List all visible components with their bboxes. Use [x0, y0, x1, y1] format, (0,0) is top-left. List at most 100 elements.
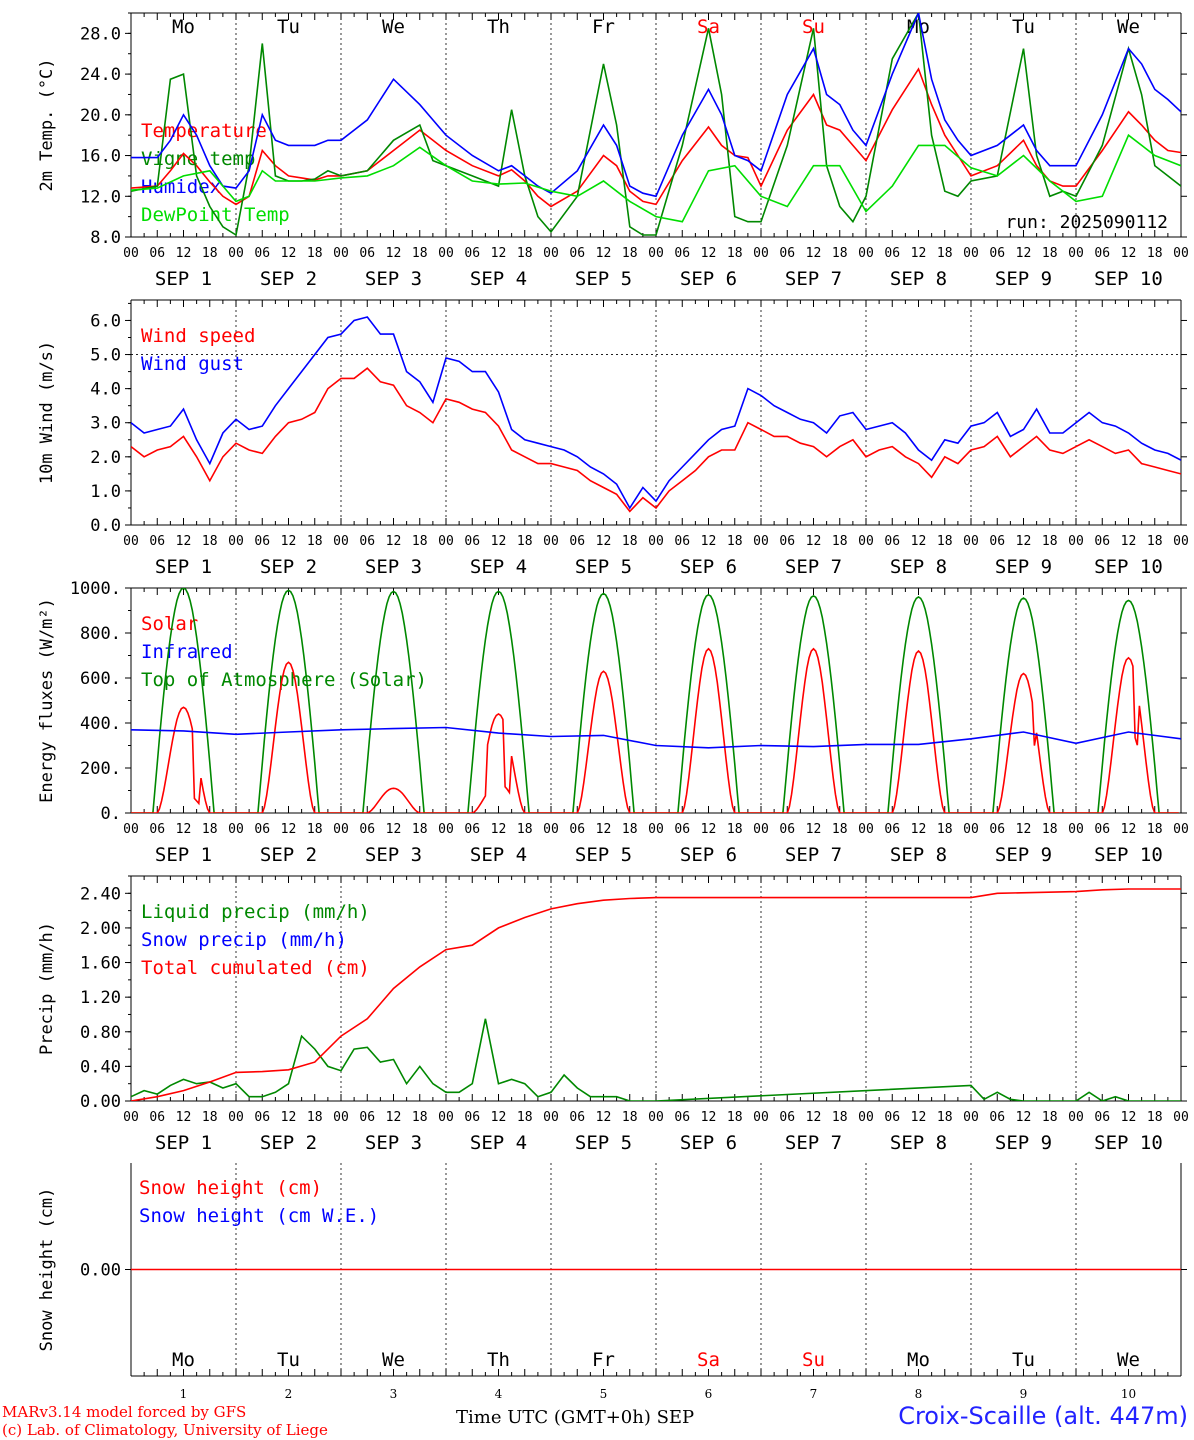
- hour-tick-label: 00: [1068, 822, 1084, 837]
- hour-tick-label: 12: [1121, 1110, 1137, 1125]
- hour-tick-label: 18: [832, 1110, 848, 1125]
- series-line: [131, 13, 1181, 198]
- hour-tick-label: 12: [176, 1110, 192, 1125]
- copyright-credit: (c) Lab. of Climatology, University of L…: [2, 1421, 328, 1439]
- hour-tick-label: 18: [727, 1110, 743, 1125]
- hour-tick-label: 00: [228, 246, 244, 261]
- hour-tick-label: 18: [412, 246, 428, 261]
- hour-tick-label: 12: [386, 246, 402, 261]
- y-tick-label: 0.80: [80, 1023, 121, 1043]
- hour-tick-label: 18: [307, 1110, 323, 1125]
- y-axis-label: Precip (mm/h): [37, 922, 57, 1055]
- hour-tick-label: 06: [359, 246, 375, 261]
- hour-tick-label: 00: [123, 246, 139, 261]
- hour-tick-label: 18: [1147, 534, 1163, 549]
- hour-tick-label: 12: [806, 246, 822, 261]
- hour-tick-label: 06: [1094, 1110, 1110, 1125]
- hour-tick-label: 00: [333, 822, 349, 837]
- date-label: SEP 2: [260, 556, 317, 578]
- hour-tick-label: 18: [1042, 246, 1058, 261]
- hour-tick-label: 18: [307, 534, 323, 549]
- hour-tick-label: 06: [149, 534, 165, 549]
- date-label: SEP 3: [365, 268, 422, 290]
- hour-tick-label: 18: [517, 246, 533, 261]
- day-name-label: Th: [487, 16, 510, 38]
- footer-day-number: 8: [915, 1387, 923, 1401]
- hour-tick-label: 00: [1173, 534, 1189, 549]
- legend-entry: Snow height (cm W.E.): [139, 1205, 379, 1227]
- footer-day-number: 4: [495, 1387, 503, 1401]
- hour-tick-label: 18: [412, 822, 428, 837]
- hour-tick-label: 18: [517, 1110, 533, 1125]
- series-line: [131, 726, 1181, 749]
- hour-tick-label: 06: [254, 534, 270, 549]
- hour-tick-label: 18: [937, 534, 953, 549]
- hour-tick-label: 06: [464, 534, 480, 549]
- y-tick-label: 6.0: [90, 311, 121, 331]
- hour-tick-label: 00: [1068, 246, 1084, 261]
- footer-day-number: 1: [180, 1387, 188, 1401]
- y-tick-label: 2.00: [80, 919, 121, 939]
- hour-tick-label: 00: [228, 822, 244, 837]
- day-name-label: Mo: [172, 1349, 195, 1371]
- hour-tick-label: 00: [963, 246, 979, 261]
- hour-tick-label: 00: [963, 822, 979, 837]
- hour-tick-label: 06: [359, 534, 375, 549]
- y-tick-label: 400.: [80, 714, 121, 734]
- hour-tick-label: 12: [596, 246, 612, 261]
- hour-tick-label: 06: [674, 822, 690, 837]
- hour-tick-label: 06: [464, 822, 480, 837]
- hour-tick-label: 06: [989, 246, 1005, 261]
- hour-tick-label: 12: [386, 534, 402, 549]
- series-line: [131, 647, 1179, 813]
- legend-entry: Wind gust: [141, 353, 244, 375]
- hour-tick-label: 06: [884, 246, 900, 261]
- date-label: SEP 6: [680, 556, 737, 578]
- footer-day-number: 10: [1121, 1387, 1136, 1401]
- hour-tick-label: 06: [779, 1110, 795, 1125]
- date-label: SEP 5: [575, 1132, 632, 1154]
- hour-tick-label: 12: [176, 534, 192, 549]
- hour-tick-label: 06: [989, 534, 1005, 549]
- hour-tick-label: 06: [674, 246, 690, 261]
- hour-tick-label: 06: [989, 822, 1005, 837]
- y-tick-label: 8.0: [90, 228, 121, 248]
- hour-tick-label: 06: [989, 1110, 1005, 1125]
- legend-entry: Solar: [141, 613, 198, 635]
- hour-tick-label: 18: [727, 822, 743, 837]
- y-axis-label: Energy fluxes (W/m²): [37, 598, 57, 803]
- y-tick-label: 16.0: [80, 147, 121, 167]
- date-label: SEP 4: [470, 1132, 527, 1154]
- day-name-label: Fr: [592, 1349, 615, 1371]
- day-name-label: Sa: [697, 16, 720, 38]
- y-tick-label: 5.0: [90, 346, 121, 366]
- legend-entry: Total cumulated (cm): [141, 957, 370, 979]
- time-axis-label: Time UTC (GMT+0h) SEP: [456, 1407, 695, 1428]
- day-name-label: Mo: [172, 16, 195, 38]
- hour-tick-label: 00: [753, 822, 769, 837]
- hour-tick-label: 06: [1094, 246, 1110, 261]
- hour-tick-label: 06: [884, 822, 900, 837]
- legend-entry: Wind speed: [141, 325, 255, 347]
- y-tick-label: 200.: [80, 759, 121, 779]
- hour-tick-label: 00: [648, 822, 664, 837]
- day-name-label: Tu: [277, 1349, 300, 1371]
- y-axis-label: 10m Wind (m/s): [37, 341, 57, 484]
- y-tick-label: 12.0: [80, 187, 121, 207]
- hour-tick-label: 18: [937, 246, 953, 261]
- date-label: SEP 4: [470, 556, 527, 578]
- hour-tick-label: 06: [569, 1110, 585, 1125]
- hour-tick-label: 06: [569, 534, 585, 549]
- hour-tick-label: 00: [1173, 246, 1189, 261]
- y-tick-label: 1.20: [80, 988, 121, 1008]
- series-group: [131, 888, 1181, 1101]
- hour-tick-label: 00: [858, 534, 874, 549]
- series-line: [131, 367, 1181, 513]
- hour-tick-label: 06: [779, 534, 795, 549]
- panel-4: 0.00 0.40 0.80 1.20 1.60 2.00 2.40 Precip (mm/h…: [37, 875, 1189, 1154]
- date-label: SEP 2: [260, 268, 317, 290]
- panel-3: 0. 200. 400. 600. 800. 1000. Energy fluxes (W/…: [37, 579, 1189, 866]
- date-label: SEP 9: [995, 844, 1052, 866]
- y-tick-label: 600.: [80, 669, 121, 689]
